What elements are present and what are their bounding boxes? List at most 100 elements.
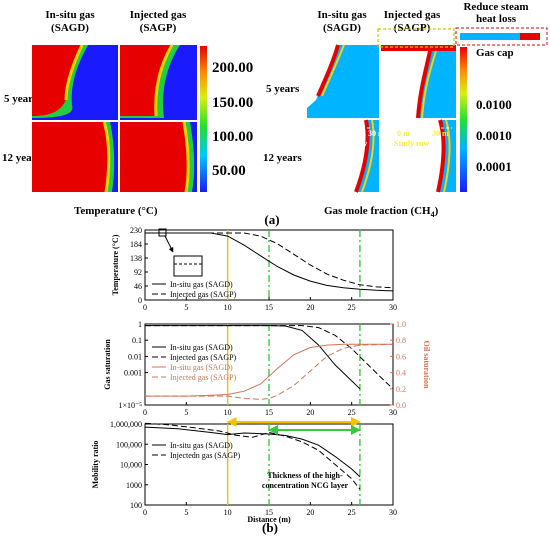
- y2-tick-label: 0.6: [396, 352, 406, 361]
- legend-label: Injected gas (SAGP): [170, 353, 237, 362]
- gas-map-sagd-5y: [307, 44, 379, 118]
- y2-tick-label: 0.2: [396, 385, 406, 394]
- x-axis-label: Distance (m): [247, 515, 291, 524]
- x-tick-label: 10: [224, 408, 232, 417]
- gl2a: Injected gas: [384, 9, 441, 21]
- annot-studyrow-left: Study row: [332, 139, 367, 148]
- inset-panel: [173, 255, 203, 277]
- temperature-maps: In-situ gas (SAGD) Injected gas (SAGP) 5 y…: [2, 9, 253, 217]
- gas-cb-tick-0.0001: 0.0001: [476, 159, 512, 174]
- x-tick-label: 10: [224, 508, 232, 517]
- x-tick-label: 20: [306, 508, 314, 517]
- annot-reduce: Reduce steam heat loss: [463, 1, 528, 25]
- gas-cb-tick-0.01: 0.0100: [476, 97, 512, 112]
- gl2b: (SAGP): [394, 22, 431, 34]
- y-tick-label: 46: [134, 282, 142, 291]
- thickness-annotation-2: concentration NCG layer: [262, 481, 349, 490]
- inset-marker: [158, 228, 167, 237]
- y-axis-label: Mobility ratio: [91, 441, 100, 489]
- legend-label: In-situ gas (SAGD): [170, 441, 233, 450]
- y-tick-label: 100,000: [116, 440, 142, 449]
- y-tick-label: 230: [130, 226, 142, 235]
- gl1a: In-situ gas: [317, 9, 367, 21]
- y-tick-label: 1000: [126, 481, 142, 490]
- temp-row-label-5y: 5 years: [4, 93, 38, 105]
- chart-1: 0 5 10 15 20 25 30 0 46 92 138 184 230 Temperature (°…: [111, 226, 397, 312]
- gas-row-label-5y: 5 years: [266, 83, 300, 95]
- annot-30m-left: 30 m: [368, 129, 385, 138]
- gas-caption: Gas mole fraction (CH4): [324, 205, 439, 219]
- legend-label: In-situ gas (SAGD): [170, 343, 233, 352]
- gas-caption-main: Gas mole fraction (CH: [324, 205, 431, 217]
- y-axis-label: Temperature (°C): [111, 234, 120, 295]
- x-tick-label: 30: [389, 408, 397, 417]
- y2-tick-label: 0.4: [396, 369, 406, 378]
- tl2a: Injected gas: [130, 9, 187, 21]
- annot-gascap: Gas cap: [476, 47, 514, 59]
- panel-a-label: (a): [264, 212, 279, 227]
- gas-col-label-2: Injected gas (SAGP): [384, 9, 441, 34]
- ar1: Reduce steam: [463, 1, 528, 13]
- x-tick-label: 0: [143, 408, 147, 417]
- temp-colorbar: [200, 46, 207, 192]
- gas-caption-sub: 4: [431, 210, 435, 219]
- y-tick-label: 0.1: [132, 336, 142, 345]
- x-tick-label: 15: [265, 408, 273, 417]
- series-line-2: [144, 422, 361, 490]
- legend-label: In-situ gas (SAGD): [170, 363, 233, 372]
- temp-row-label-12y: 12 years: [2, 152, 42, 164]
- temp-map-sagp-5y: [120, 44, 197, 120]
- y-tick-label: 0.001: [124, 369, 142, 378]
- y-axis-label: Gas saturation: [103, 339, 112, 390]
- y2-tick-label: 0.8: [396, 336, 406, 345]
- gascap-strip: [460, 33, 540, 40]
- x-tick-label: 5: [184, 408, 188, 417]
- x-tick-label: 30: [389, 508, 397, 517]
- temp-caption: Temperature (°C): [74, 205, 158, 217]
- panel-b-label: (b): [262, 520, 278, 535]
- series-line-3: [145, 343, 393, 397]
- temp-col-label-1: In-situ gas (SAGD): [45, 9, 95, 34]
- gas-map-sagd-12y: [307, 119, 379, 193]
- x-tick-label: 20: [306, 408, 314, 417]
- legend-label: Injectedn gas (SAGP): [170, 451, 241, 460]
- x-tick-label: 15: [265, 303, 273, 312]
- series-line-1: [145, 232, 394, 292]
- series-line-2: [145, 232, 394, 289]
- y-tick-label: 1,000,000: [110, 420, 142, 429]
- temp-cb-tick-50: 50.00: [212, 163, 246, 179]
- y-tick-label: 1: [138, 320, 142, 329]
- annot-0m-right: 0 m: [397, 129, 410, 138]
- gas-map-sagp-12y: [381, 119, 456, 193]
- legend-label: Injected gas (SAGP): [170, 290, 237, 299]
- gas-map-sagp-5y: [381, 45, 456, 119]
- y2-tick-label: 1.0: [396, 320, 406, 329]
- x-tick-label: 5: [184, 303, 188, 312]
- thickness-arrows: Thickness of the high-concentration NCG …: [226, 417, 361, 524]
- y-tick-label: 0.01: [128, 352, 142, 361]
- x-tick-label: 0: [143, 303, 147, 312]
- highlight-box: [377, 28, 455, 48]
- y-tick-label: 184: [130, 240, 142, 249]
- tl2b: (SAGP): [140, 22, 177, 34]
- tl1a: In-situ gas: [45, 9, 95, 21]
- series-line-2: [145, 325, 394, 390]
- inset-box: [158, 228, 203, 277]
- temp-cb-tick-100: 100.00: [212, 129, 253, 145]
- y-tick-label: 92: [134, 268, 142, 277]
- series-line-4: [145, 343, 394, 400]
- temp-map-sagd-12y: [32, 121, 118, 193]
- gascap-strip-hot: [520, 33, 540, 40]
- legend-label: Injected gas (SAGP): [170, 373, 237, 382]
- x-tick-label: 25: [348, 303, 356, 312]
- x-tick-label: 25: [348, 508, 356, 517]
- x-tick-label: 0: [143, 508, 147, 517]
- y2-axis-label: Oil saturation: [422, 341, 431, 389]
- annot-studyrow-right: Study row: [394, 139, 429, 148]
- y2-tick-label: 0.0: [396, 401, 406, 410]
- gascap-box: [455, 27, 548, 46]
- gas-maps: In-situ gas (SAGD) Injected gas (SAGP) 5 y…: [263, 1, 548, 219]
- tl1b: (SAGD): [51, 22, 89, 34]
- annot-0m-left: 0 m: [338, 129, 351, 138]
